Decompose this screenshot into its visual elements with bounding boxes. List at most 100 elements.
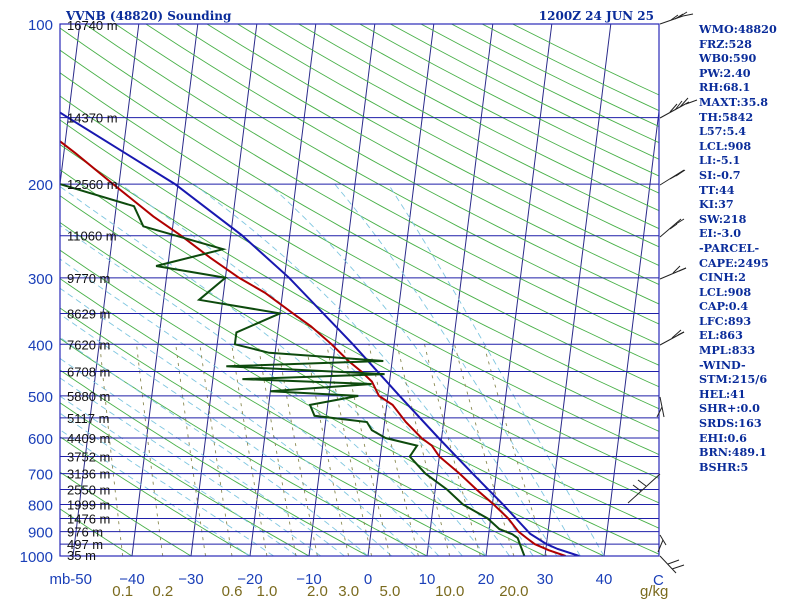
temperature-tick-label: −30 <box>178 571 203 588</box>
height-label: 1476 m <box>67 511 110 526</box>
wind-barb <box>659 169 686 186</box>
height-label: 3136 m <box>67 467 110 482</box>
index-item: TT:44 <box>699 182 735 197</box>
isotherm-line <box>72 24 140 556</box>
moist-adiabat-line <box>60 336 369 556</box>
index-item: EHI:0.6 <box>699 430 747 445</box>
mixing-ratio-tick-label: 2.0 <box>307 583 328 600</box>
wind-barb <box>659 218 685 238</box>
height-label: 1999 m <box>67 497 110 512</box>
index-item: EL:863 <box>699 328 743 343</box>
wind-barb <box>659 265 687 280</box>
pressure-label: 100 <box>28 17 53 34</box>
pressure-label: 700 <box>28 467 53 484</box>
index-item: BSHR:5 <box>699 459 749 474</box>
pressure-label: 600 <box>28 431 53 448</box>
pressure-label: 900 <box>28 525 53 542</box>
temperature-tick-label: 30 <box>537 571 554 588</box>
index-item: -WIND- <box>699 357 746 372</box>
pressure-label: 500 <box>28 389 53 406</box>
mixing-ratio-line <box>424 344 481 556</box>
temperature-axis-labels: mb-50 −40 −30 −20 −10 0 10 20 30 40 <box>49 571 612 588</box>
temperature-tick-label: −10 <box>296 571 321 588</box>
temperature-tick-label: −20 <box>237 571 262 588</box>
mixing-ratio-tick-label: 5.0 <box>380 583 401 600</box>
index-item: MPL:833 <box>699 343 756 358</box>
index-item: CINH:2 <box>699 270 746 285</box>
plot-frame <box>59 23 660 557</box>
index-item: L57:5.4 <box>699 124 747 139</box>
mixing-ratio-axis-labels: 0.1 0.2 0.6 1.0 2.0 3.0 5.0 10.0 20.0 <box>112 583 528 600</box>
mixing-ratio-tick-label: 3.0 <box>338 583 359 600</box>
wind-barb <box>659 555 685 574</box>
isotherm-line <box>426 24 494 556</box>
pressure-label: 200 <box>28 177 53 194</box>
mixing-ratio-line <box>231 344 268 556</box>
height-label: 8629 m <box>67 306 110 321</box>
isotherm-line <box>131 24 199 556</box>
index-item: PW:2.40 <box>699 65 751 80</box>
parcel-trace <box>60 111 580 556</box>
height-label: 976 m <box>67 525 103 540</box>
isotherm-line <box>367 24 435 556</box>
height-label: 35 m <box>67 548 96 563</box>
wind-barb <box>659 11 694 25</box>
mixing-ratio-unit-label: g/kg <box>640 583 668 600</box>
wind-barb <box>659 97 698 119</box>
moist-adiabat-line <box>60 258 440 556</box>
index-item: SI:-0.7 <box>699 167 741 182</box>
isotherm-line <box>60 24 81 189</box>
temperature-tick-label: 10 <box>419 571 436 588</box>
isotherm-line <box>190 24 258 556</box>
index-item: SW:218 <box>699 211 747 226</box>
mixing-ratio-line <box>368 344 419 556</box>
isotherm-line <box>544 24 612 556</box>
mixing-ratio-line <box>175 344 207 556</box>
moist-adiabat-line <box>387 183 605 556</box>
temperature-trace <box>60 140 566 556</box>
index-item: HEL:41 <box>699 386 746 401</box>
height-label: 5880 m <box>67 389 110 404</box>
pressure-axis-labels: 100 200 300 400 500 600 700 800 900 1000 <box>20 17 53 566</box>
height-label: 11060 m <box>67 229 117 244</box>
index-item: LI:-5.1 <box>699 153 741 168</box>
index-item: CAPE:2495 <box>699 255 769 270</box>
index-item: MAXT:35.8 <box>699 94 769 109</box>
mixing-ratio-line <box>454 344 515 556</box>
index-item: FRZ:528 <box>699 36 752 51</box>
index-item: LFC:893 <box>699 313 752 328</box>
index-item: WMO:48820 <box>699 22 777 36</box>
dry-adiabat-line <box>60 49 659 388</box>
sounding-profiles <box>60 111 580 556</box>
index-item: RH:68.1 <box>699 80 751 95</box>
isotherm-line <box>603 107 659 556</box>
pressure-label: 400 <box>28 337 53 354</box>
height-label: 4409 m <box>67 431 110 446</box>
height-label: 12560 m <box>67 177 118 192</box>
temperature-tick-label: 40 <box>596 571 613 588</box>
sounding-indices-list: WMO:48820 FRZ:528 WB0:590 PW:2.40 RH:68.1 MAX… <box>699 22 777 474</box>
height-labels: 16740 m 14370 m 12560 m 11060 m 9770 m 8629 m… <box>67 18 118 563</box>
height-label: 16740 m <box>67 18 118 33</box>
height-label: 9770 m <box>67 271 110 286</box>
mixing-ratio-tick-label: 0.1 <box>112 583 133 600</box>
observation-time: 1200Z 24 JUN 25 <box>539 9 654 23</box>
height-label: 6708 m <box>67 365 110 380</box>
mixing-ratio-tick-label: 0.6 <box>222 583 243 600</box>
height-label: 2550 m <box>67 483 110 498</box>
moist-adiabat-line <box>60 313 392 556</box>
temperature-tick-label: 0 <box>364 571 372 588</box>
pressure-label: 800 <box>28 497 53 514</box>
moist-adiabat-line <box>60 287 416 556</box>
temperature-tick-label: mb-50 <box>49 571 92 588</box>
index-item: LCL:908 <box>699 284 752 299</box>
dry-adiabat-line <box>115 24 659 325</box>
height-label: 497 m <box>67 537 103 552</box>
mixing-ratio-tick-label: 10.0 <box>435 583 464 600</box>
height-label: 5117 m <box>67 411 109 426</box>
wind-barbs <box>627 11 698 574</box>
wind-barb <box>627 473 661 504</box>
isobar-lines <box>60 23 659 557</box>
